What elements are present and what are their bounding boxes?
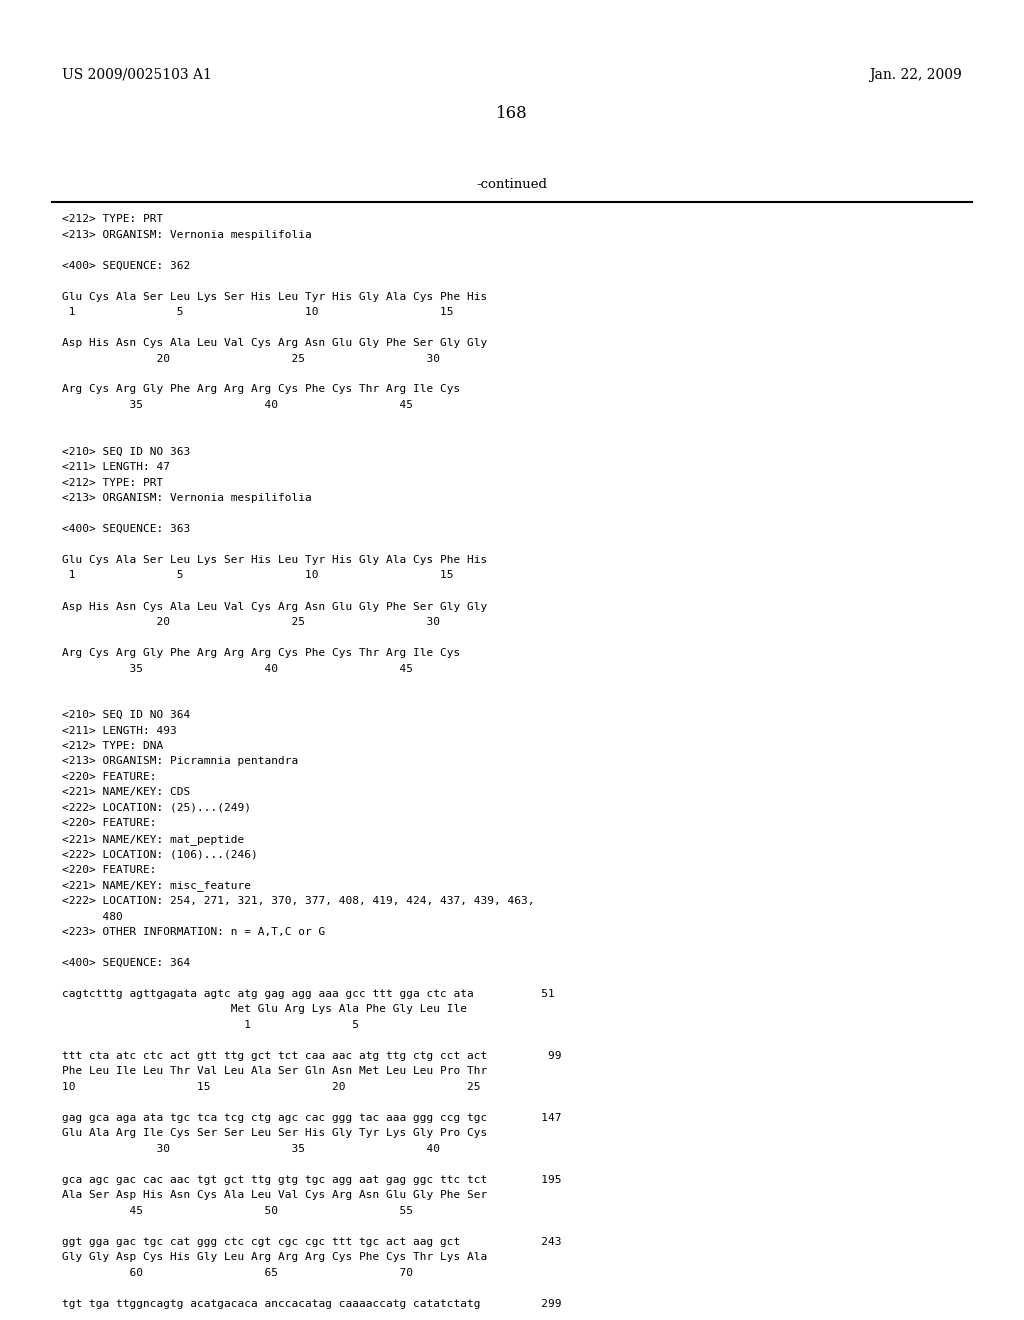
Text: 20                  25                  30: 20 25 30 <box>62 616 440 627</box>
Text: 10                  15                  20                  25: 10 15 20 25 <box>62 1082 480 1092</box>
Text: <212> TYPE: PRT: <212> TYPE: PRT <box>62 478 163 487</box>
Text: <220> FEATURE:: <220> FEATURE: <box>62 772 157 781</box>
Text: gag gca aga ata tgc tca tcg ctg agc cac ggg tac aaa ggg ccg tgc        147: gag gca aga ata tgc tca tcg ctg agc cac … <box>62 1113 561 1123</box>
Text: <222> LOCATION: (25)...(249): <222> LOCATION: (25)...(249) <box>62 803 251 813</box>
Text: gca agc gac cac aac tgt gct ttg gtg tgc agg aat gag ggc ttc tct        195: gca agc gac cac aac tgt gct ttg gtg tgc … <box>62 1175 561 1185</box>
Text: <212> TYPE: DNA: <212> TYPE: DNA <box>62 741 163 751</box>
Text: 35                  40                  45: 35 40 45 <box>62 664 413 673</box>
Text: 30                  35                  40: 30 35 40 <box>62 1144 440 1154</box>
Text: <220> FEATURE:: <220> FEATURE: <box>62 818 157 829</box>
Text: Glu Ala Arg Ile Cys Ser Ser Leu Ser His Gly Tyr Lys Gly Pro Cys: Glu Ala Arg Ile Cys Ser Ser Leu Ser His … <box>62 1129 487 1138</box>
Text: 1               5                  10                  15: 1 5 10 15 <box>62 308 454 317</box>
Text: 1               5: 1 5 <box>62 1020 359 1030</box>
Text: -continued: -continued <box>476 178 548 191</box>
Text: <213> ORGANISM: Picramnia pentandra: <213> ORGANISM: Picramnia pentandra <box>62 756 298 767</box>
Text: 20                  25                  30: 20 25 30 <box>62 354 440 363</box>
Text: <212> TYPE: PRT: <212> TYPE: PRT <box>62 214 163 224</box>
Text: Jan. 22, 2009: Jan. 22, 2009 <box>869 69 962 82</box>
Text: 60                  65                  70: 60 65 70 <box>62 1269 413 1278</box>
Text: tgt tga ttggncagtg acatgacaca anccacatag caaaaccatg catatctatg         299: tgt tga ttggncagtg acatgacaca anccacatag… <box>62 1299 561 1309</box>
Text: 168: 168 <box>496 106 528 121</box>
Text: Glu Cys Ala Ser Leu Lys Ser His Leu Tyr His Gly Ala Cys Phe His: Glu Cys Ala Ser Leu Lys Ser His Leu Tyr … <box>62 292 487 301</box>
Text: US 2009/0025103 A1: US 2009/0025103 A1 <box>62 69 212 82</box>
Text: <210> SEQ ID NO 364: <210> SEQ ID NO 364 <box>62 710 190 719</box>
Text: <400> SEQUENCE: 363: <400> SEQUENCE: 363 <box>62 524 190 535</box>
Text: Arg Cys Arg Gly Phe Arg Arg Arg Cys Phe Cys Thr Arg Ile Cys: Arg Cys Arg Gly Phe Arg Arg Arg Cys Phe … <box>62 384 460 395</box>
Text: <210> SEQ ID NO 363: <210> SEQ ID NO 363 <box>62 446 190 457</box>
Text: cagtctttg agttgagata agtc atg gag agg aaa gcc ttt gga ctc ata          51: cagtctttg agttgagata agtc atg gag agg aa… <box>62 989 555 999</box>
Text: <220> FEATURE:: <220> FEATURE: <box>62 865 157 875</box>
Text: 35                  40                  45: 35 40 45 <box>62 400 413 411</box>
Text: <221> NAME/KEY: misc_feature: <221> NAME/KEY: misc_feature <box>62 880 251 891</box>
Text: <211> LENGTH: 493: <211> LENGTH: 493 <box>62 726 177 735</box>
Text: Asp His Asn Cys Ala Leu Val Cys Arg Asn Glu Gly Phe Ser Gly Gly: Asp His Asn Cys Ala Leu Val Cys Arg Asn … <box>62 602 487 611</box>
Text: Gly Gly Asp Cys His Gly Leu Arg Arg Arg Cys Phe Cys Thr Lys Ala: Gly Gly Asp Cys His Gly Leu Arg Arg Arg … <box>62 1253 487 1262</box>
Text: Asp His Asn Cys Ala Leu Val Cys Arg Asn Glu Gly Phe Ser Gly Gly: Asp His Asn Cys Ala Leu Val Cys Arg Asn … <box>62 338 487 348</box>
Text: <222> LOCATION: 254, 271, 321, 370, 377, 408, 419, 424, 437, 439, 463,: <222> LOCATION: 254, 271, 321, 370, 377,… <box>62 896 535 906</box>
Text: Met Glu Arg Lys Ala Phe Gly Leu Ile: Met Glu Arg Lys Ala Phe Gly Leu Ile <box>62 1005 467 1015</box>
Text: Glu Cys Ala Ser Leu Lys Ser His Leu Tyr His Gly Ala Cys Phe His: Glu Cys Ala Ser Leu Lys Ser His Leu Tyr … <box>62 554 487 565</box>
Text: Phe Leu Ile Leu Thr Val Leu Ala Ser Gln Asn Met Leu Leu Pro Thr: Phe Leu Ile Leu Thr Val Leu Ala Ser Gln … <box>62 1067 487 1077</box>
Text: <221> NAME/KEY: mat_peptide: <221> NAME/KEY: mat_peptide <box>62 834 245 845</box>
Text: 45                  50                  55: 45 50 55 <box>62 1206 413 1216</box>
Text: 1               5                  10                  15: 1 5 10 15 <box>62 570 454 581</box>
Text: ttt cta atc ctc act gtt ttg gct tct caa aac atg ttg ctg cct act         99: ttt cta atc ctc act gtt ttg gct tct caa … <box>62 1051 561 1061</box>
Text: 480: 480 <box>62 912 123 921</box>
Text: <400> SEQUENCE: 364: <400> SEQUENCE: 364 <box>62 958 190 968</box>
Text: <213> ORGANISM: Vernonia mespilifolia: <213> ORGANISM: Vernonia mespilifolia <box>62 492 311 503</box>
Text: <400> SEQUENCE: 362: <400> SEQUENCE: 362 <box>62 260 190 271</box>
Text: <213> ORGANISM: Vernonia mespilifolia: <213> ORGANISM: Vernonia mespilifolia <box>62 230 311 239</box>
Text: <211> LENGTH: 47: <211> LENGTH: 47 <box>62 462 170 473</box>
Text: ggt gga gac tgc cat ggg ctc cgt cgc cgc ttt tgc act aag gct            243: ggt gga gac tgc cat ggg ctc cgt cgc cgc … <box>62 1237 561 1247</box>
Text: Arg Cys Arg Gly Phe Arg Arg Arg Cys Phe Cys Thr Arg Ile Cys: Arg Cys Arg Gly Phe Arg Arg Arg Cys Phe … <box>62 648 460 657</box>
Text: Ala Ser Asp His Asn Cys Ala Leu Val Cys Arg Asn Glu Gly Phe Ser: Ala Ser Asp His Asn Cys Ala Leu Val Cys … <box>62 1191 487 1200</box>
Text: <221> NAME/KEY: CDS: <221> NAME/KEY: CDS <box>62 788 190 797</box>
Text: <223> OTHER INFORMATION: n = A,T,C or G: <223> OTHER INFORMATION: n = A,T,C or G <box>62 927 326 937</box>
Text: <222> LOCATION: (106)...(246): <222> LOCATION: (106)...(246) <box>62 850 258 859</box>
